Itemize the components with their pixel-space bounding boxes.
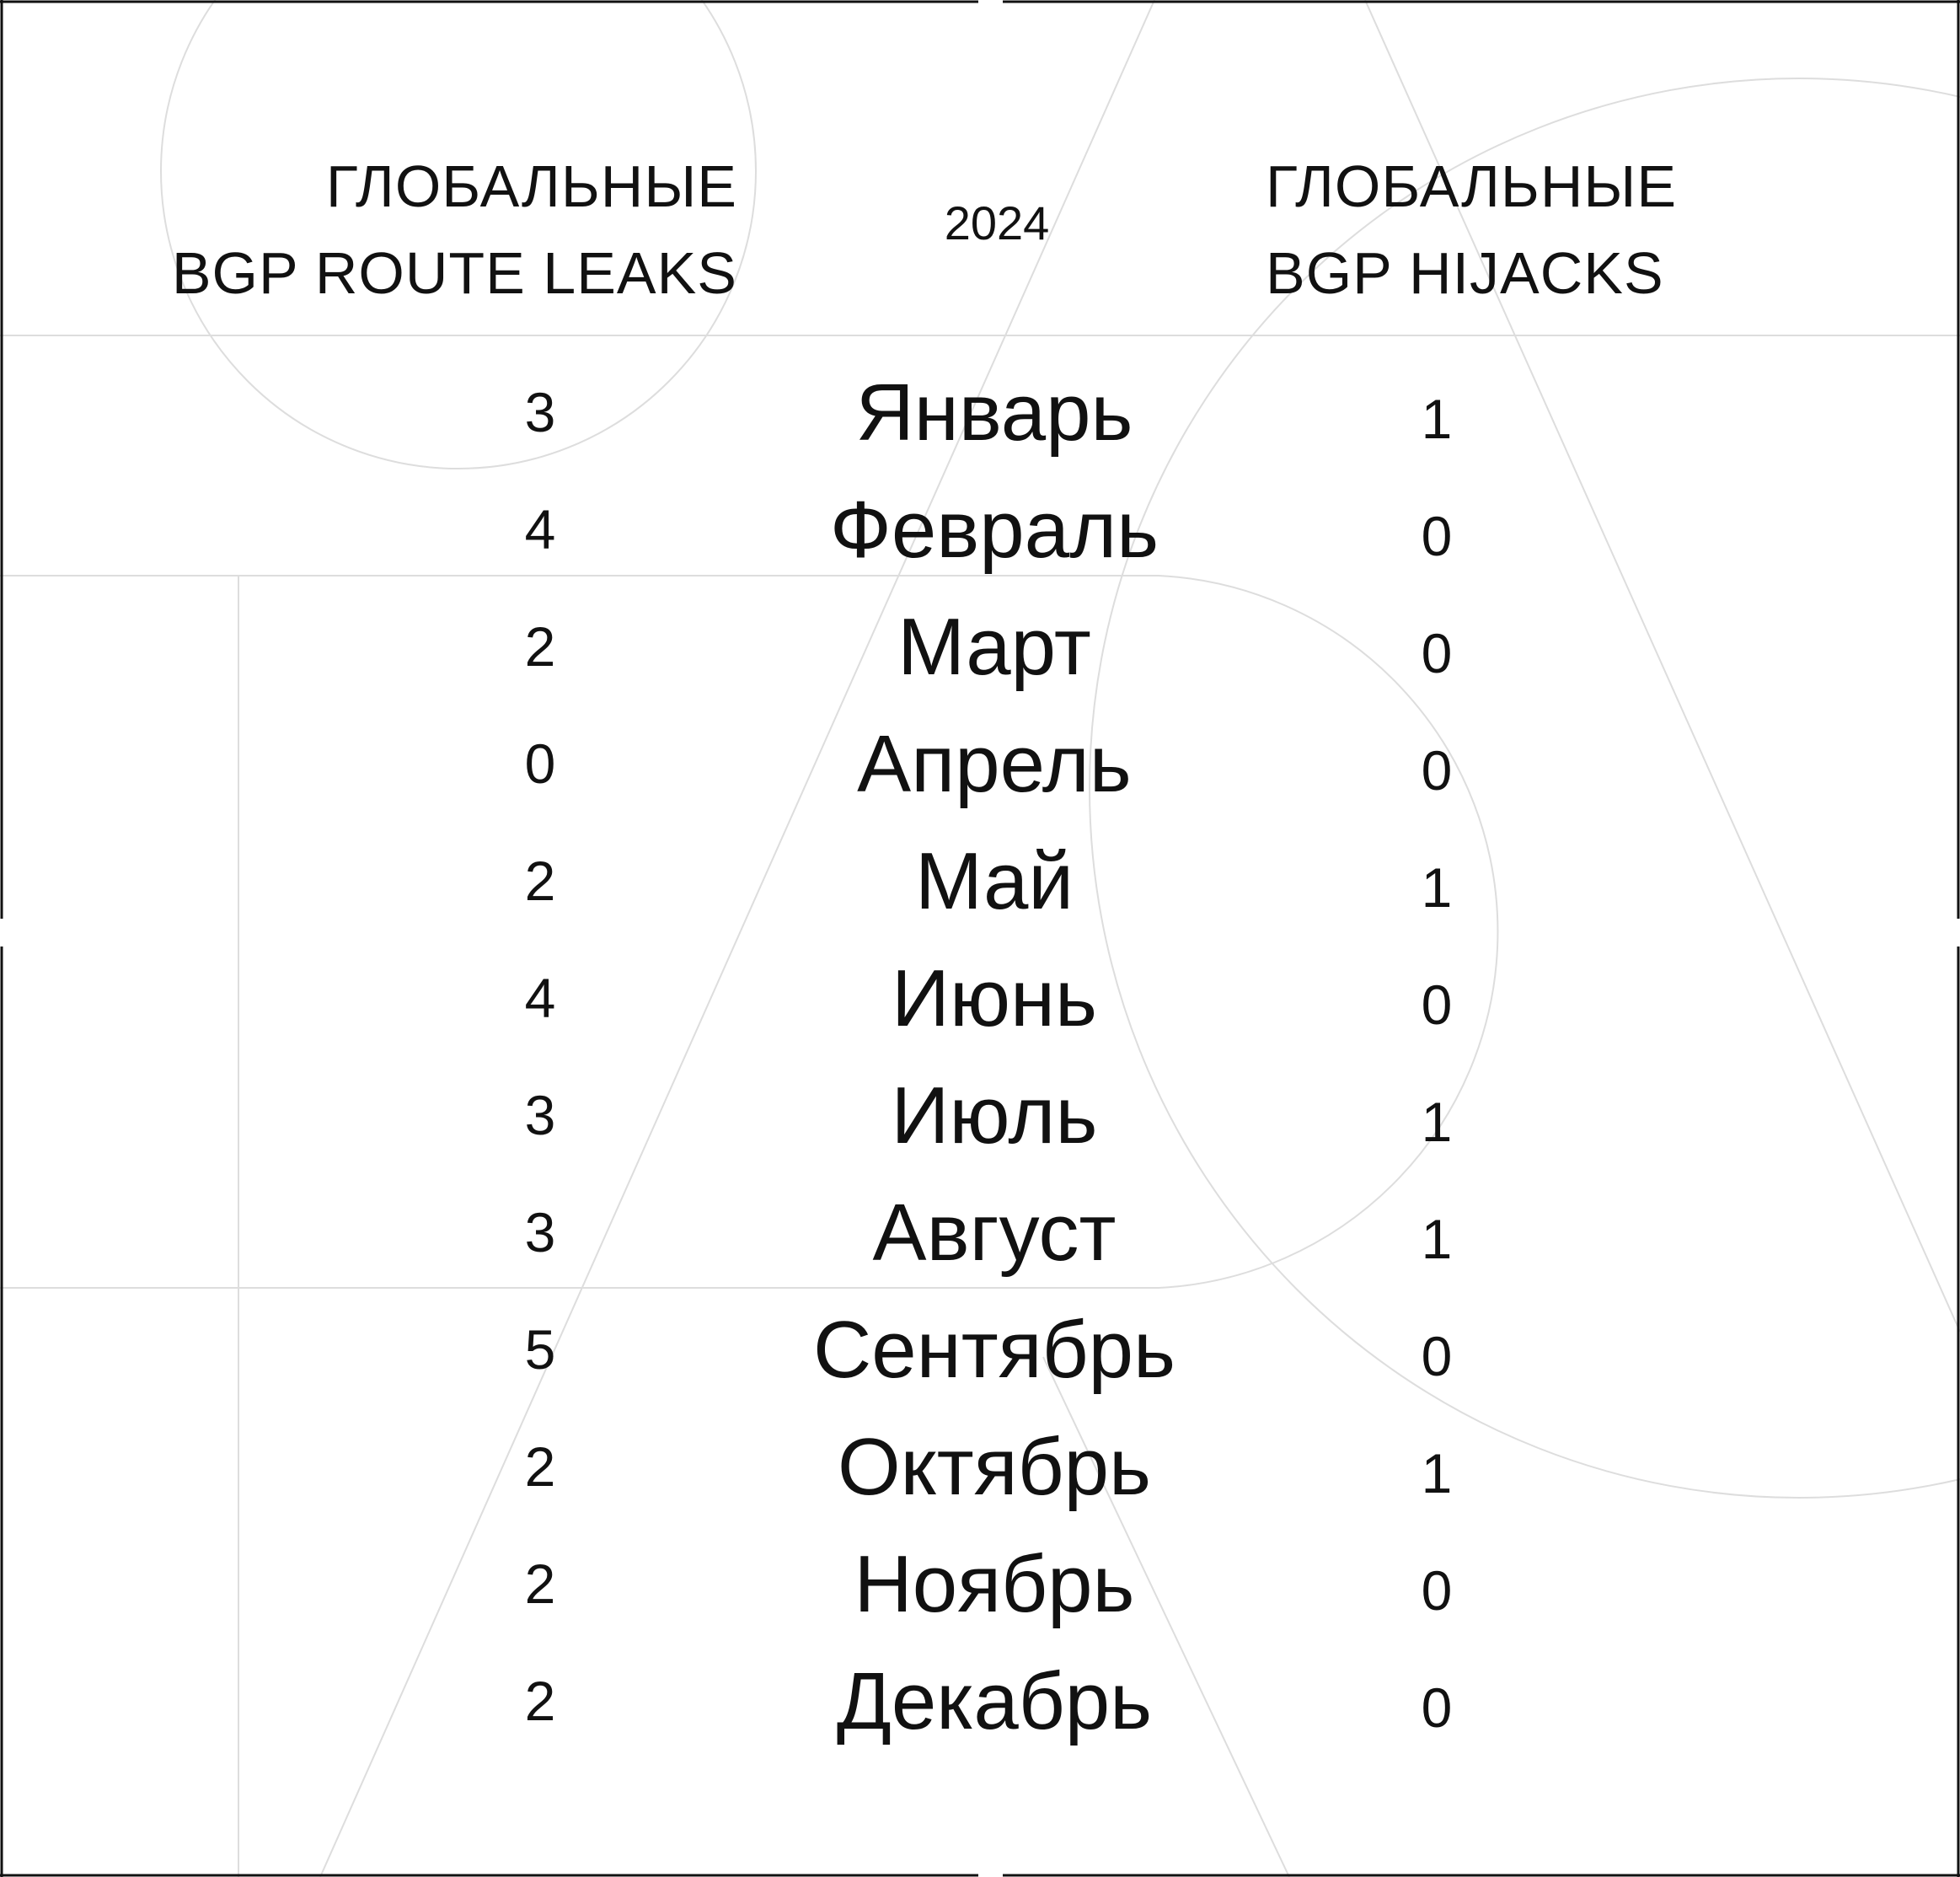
header-hijacks-line-1: ГЛОБАЛЬНЫЕ [1266, 153, 1678, 219]
table-row: 2 Март 0 [0, 588, 1960, 705]
table-row: 3 Июль 1 [0, 1057, 1960, 1174]
guide-circle-top-left [160, 0, 757, 469]
route-leaks-value: 3 [524, 1084, 556, 1146]
guide-diagonal-bottom [1042, 1356, 1290, 1877]
table-row: 3 Январь 1 [0, 354, 1960, 471]
table-row: 4 Июнь 0 [0, 940, 1960, 1057]
hijacks-value: 1 [1421, 1208, 1453, 1270]
hijacks-value: 1 [1421, 388, 1453, 450]
month-label: Июнь [891, 953, 1098, 1043]
header-route-leaks-line-1: ГЛОБАЛЬНЫЕ [325, 153, 737, 219]
month-label: Июль [891, 1070, 1098, 1161]
hijacks-value: 0 [1421, 505, 1453, 567]
month-label: Март [897, 602, 1091, 692]
hijacks-value: 0 [1421, 1559, 1453, 1622]
route-leaks-value: 4 [524, 967, 556, 1029]
hijacks-value: 0 [1421, 622, 1453, 684]
hijacks-value: 0 [1421, 1325, 1453, 1387]
route-leaks-value: 2 [524, 615, 556, 678]
hijacks-value: 0 [1421, 739, 1453, 802]
month-label: Май [914, 836, 1074, 926]
table-row: 2 Октябрь 1 [0, 1408, 1960, 1526]
header-route-leaks-line-2: BGP ROUTE LEAKS [171, 240, 737, 306]
guide-diagonal-left [319, 0, 1155, 1877]
month-label: Август [872, 1188, 1117, 1278]
guide-diagonal-right [1364, 0, 1960, 1333]
route-leaks-value: 3 [524, 381, 556, 443]
header-hijacks-line-2: BGP HIJACKS [1266, 240, 1664, 306]
table-row: 2 Май 1 [0, 823, 1960, 940]
month-label: Октябрь [837, 1422, 1152, 1512]
hijacks-value: 1 [1421, 856, 1453, 919]
hijacks-value: 1 [1421, 1442, 1453, 1504]
route-leaks-value: 2 [524, 1435, 556, 1498]
guide-circle-large-right [1089, 78, 1960, 1499]
month-label: Ноябрь [854, 1539, 1135, 1629]
route-leaks-value: 0 [524, 732, 556, 795]
header-route-leaks: ГЛОБАЛЬНЫЕ BGP ROUTE LEAKS [172, 143, 737, 317]
route-leaks-value: 2 [524, 850, 556, 912]
guide-half-circle [1158, 575, 1499, 1289]
year-label: 2024 [944, 196, 1050, 249]
table-row: 2 Декабрь 0 [0, 1643, 1960, 1760]
month-label: Январь [855, 367, 1133, 458]
hijacks-value: 0 [1421, 973, 1453, 1036]
route-leaks-value: 2 [524, 1670, 556, 1732]
month-label: Декабрь [836, 1656, 1153, 1746]
route-leaks-value: 4 [524, 498, 556, 560]
header-hijacks: ГЛОБАЛЬНЫЕ BGP HIJACKS [1266, 143, 1677, 317]
hijacks-value: 1 [1421, 1091, 1453, 1153]
table-row: 3 Август 1 [0, 1174, 1960, 1291]
route-leaks-value: 2 [524, 1553, 556, 1615]
table-row: 2 Ноябрь 0 [0, 1526, 1960, 1643]
month-label: Апрель [857, 719, 1132, 809]
table-row: 4 Февраль 0 [0, 471, 1960, 588]
month-label: Февраль [829, 485, 1159, 575]
table-row: 5 Сентябрь 0 [0, 1291, 1960, 1408]
month-label: Сентябрь [812, 1305, 1176, 1395]
route-leaks-value: 5 [524, 1318, 556, 1381]
table-row: 0 Апрель 0 [0, 705, 1960, 823]
hijacks-value: 0 [1421, 1676, 1453, 1739]
route-leaks-value: 3 [524, 1201, 556, 1263]
